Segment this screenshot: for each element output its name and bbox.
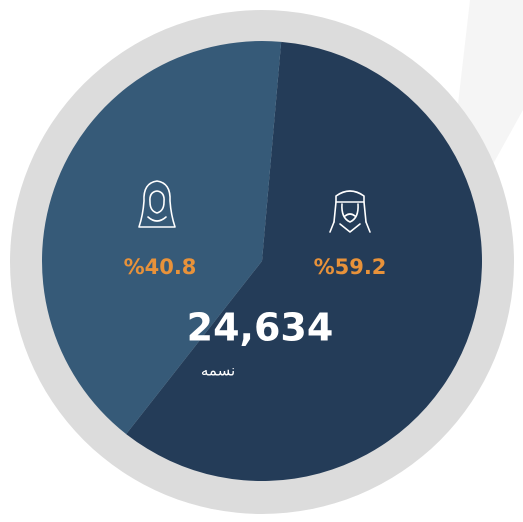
male-icon bbox=[329, 190, 371, 233]
pie-slice bbox=[42, 41, 282, 435]
total: 24,634 bbox=[187, 306, 334, 350]
value-label: %59.2 bbox=[314, 255, 387, 279]
pie-slice bbox=[126, 41, 483, 482]
female-icon bbox=[138, 180, 176, 228]
value-label: %40.8 bbox=[124, 255, 197, 279]
total-unit: نسمه bbox=[201, 362, 235, 380]
pie bbox=[42, 41, 483, 482]
